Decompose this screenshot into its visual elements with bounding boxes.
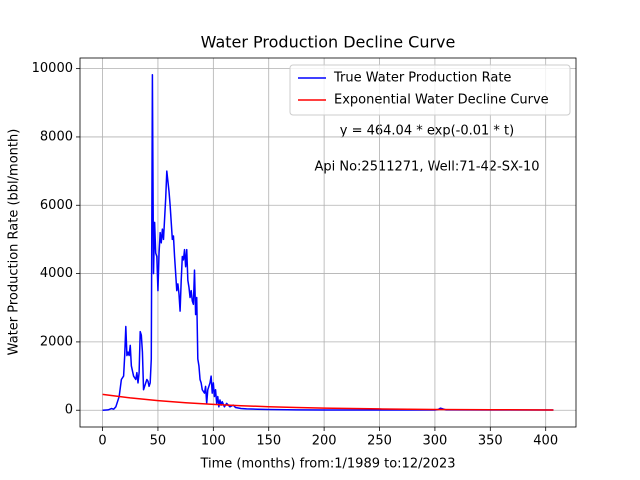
x-tick-label: 250 [367, 434, 392, 449]
x-tick-label: 200 [312, 434, 337, 449]
x-tick-label: 50 [150, 434, 167, 449]
chart-title: Water Production Decline Curve [201, 33, 456, 52]
y-axis-label: Water Production Rate (bbl/month) [7, 129, 22, 356]
y-tick-label: 10000 [32, 61, 73, 76]
x-tick-label: 400 [533, 434, 558, 449]
plot-frame [79, 57, 577, 428]
legend-box [289, 64, 571, 116]
annotation: Api No:2511271, Well:71-42-SX-10 [314, 160, 539, 175]
annotation: y = 464.04 * exp(-0.01 * t) [340, 124, 514, 139]
y-tick-label: 4000 [40, 266, 73, 281]
y-tick-label: 2000 [40, 334, 73, 349]
y-tick-label: 6000 [40, 198, 73, 213]
x-tick-label: 300 [422, 434, 447, 449]
y-tick-label: 0 [65, 403, 73, 418]
data-line [102, 74, 554, 411]
data-line [102, 393, 554, 411]
legend-label: Exponential Water Decline Curve [334, 93, 549, 108]
legend-label: True Water Production Rate [333, 71, 511, 86]
x-tick-label: 350 [478, 434, 503, 449]
x-tick-label: 150 [256, 434, 281, 449]
x-tick-label: 100 [201, 434, 226, 449]
x-tick-label: 0 [98, 434, 106, 449]
x-axis-label: Time (months) from:1/1989 to:12/2023 [199, 457, 455, 472]
y-tick-label: 8000 [40, 129, 73, 144]
